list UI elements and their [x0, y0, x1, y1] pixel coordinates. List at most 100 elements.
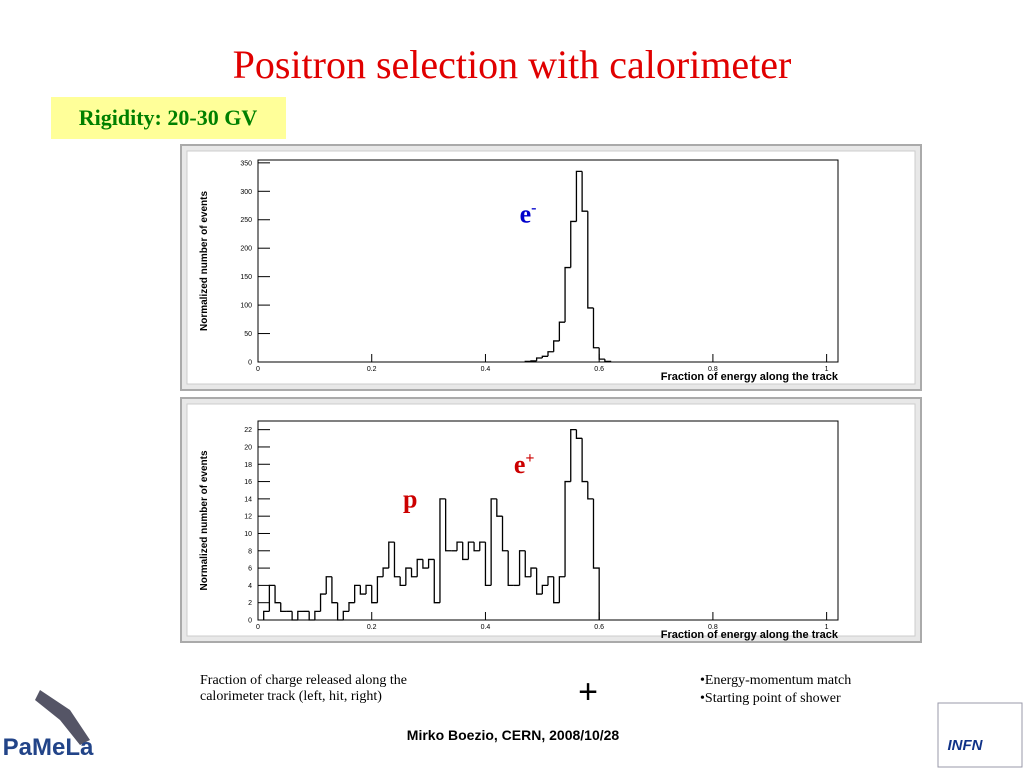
footer: Mirko Boezio, CERN, 2008/10/28 — [407, 727, 620, 743]
histogram-bin — [274, 585, 281, 604]
x-axis-label: Fraction of energy along the track — [661, 371, 839, 383]
y-axis-label: Normalized number of events — [199, 191, 210, 331]
note-left: calorimeter track (left, hit, right) — [200, 689, 382, 704]
histogram-bin — [604, 359, 612, 363]
y-tick-label: 150 — [240, 274, 252, 281]
subtitle: Rigidity: 20-30 GV — [79, 105, 258, 130]
x-tick-label: 0.4 — [481, 624, 491, 631]
y-tick-label: 16 — [244, 479, 252, 486]
infn-logo: INFN — [937, 702, 1023, 768]
histogram-bin — [507, 550, 514, 587]
annotation-sup: - — [531, 200, 536, 217]
y-tick-label: 18 — [244, 462, 252, 469]
histogram-bin — [268, 584, 276, 612]
y-tick-label: 2 — [248, 600, 252, 607]
histogram-bin — [592, 498, 600, 620]
histogram-bin — [433, 559, 440, 604]
x-tick-label: 0.8 — [708, 366, 718, 373]
histogram-bin — [547, 351, 554, 357]
histogram-bin — [524, 550, 531, 578]
annotation-sup: + — [525, 450, 534, 467]
histogram-bin — [331, 576, 338, 604]
histogram-bin — [336, 602, 344, 621]
y-tick-label: 14 — [244, 496, 252, 503]
annotation: e- — [520, 200, 537, 229]
histogram-bin — [535, 568, 543, 595]
y-tick-label: 20 — [244, 444, 252, 451]
histogram-bin — [280, 602, 287, 612]
x-tick-label: 0.2 — [367, 366, 377, 373]
y-tick-label: 0 — [248, 360, 252, 367]
histogram-panel: 0 2 4 6 8 10 12 14 16 18 20 22 0 0.2 0.4 0.6 0.8 1Fractio… — [180, 397, 922, 643]
histogram-bin — [598, 347, 605, 360]
histogram-bin — [456, 541, 463, 551]
x-tick-label: 1 — [825, 624, 829, 631]
histogram-panel: 0 50 100 150 200 250 300 350 0 0.2 0.4 0.6 0.8 1Fract… — [180, 144, 922, 391]
y-tick-label: 100 — [240, 303, 252, 310]
histogram-bin — [462, 542, 469, 561]
panel-inner — [186, 403, 916, 637]
histogram-bin — [570, 220, 577, 268]
histogram-bin — [575, 170, 583, 222]
histogram-bin — [365, 584, 372, 595]
histogram-bin — [439, 498, 446, 603]
annotation: e+ — [514, 450, 535, 479]
y-tick-label: 4 — [248, 583, 252, 590]
histogram-bin — [541, 355, 548, 359]
histogram-bin — [581, 171, 588, 212]
histogram-bin — [467, 541, 475, 560]
histogram-bin — [553, 576, 560, 604]
logo-text: PaMeLa — [3, 734, 94, 761]
y-tick-label: 10 — [244, 531, 252, 538]
logo-text: INFN — [948, 737, 984, 754]
y-tick-label: 12 — [244, 514, 252, 521]
histogram-bin — [581, 438, 588, 483]
histogram-bin — [308, 611, 315, 621]
histogram-bin — [405, 567, 412, 586]
panel-inner — [186, 150, 916, 385]
note-left: Fraction of charge released along the — [200, 673, 407, 688]
note-right: •Starting point of shower — [700, 691, 841, 706]
histogram-bin — [376, 576, 384, 603]
annotation-text: e — [514, 450, 526, 479]
x-tick-label: 1 — [825, 366, 829, 373]
histogram-bin — [570, 429, 577, 482]
histogram-bin — [575, 429, 583, 439]
plot-frame — [257, 159, 839, 363]
histogram-bin — [325, 576, 332, 595]
histogram-bin — [393, 542, 401, 578]
histogram-bin — [388, 541, 395, 569]
histogram-bin — [535, 357, 543, 361]
x-tick-label: 0.6 — [594, 624, 604, 631]
logo-box — [937, 702, 1023, 768]
histogram-bin — [558, 576, 566, 603]
histogram-bin — [496, 498, 503, 517]
y-tick-label: 0 — [248, 618, 252, 625]
histogram-bin — [530, 567, 537, 577]
slide-title: Positron selection with calorimeter — [233, 42, 792, 87]
plot-frame — [257, 420, 839, 621]
x-tick-label: 0 — [256, 366, 260, 373]
note-right: •Energy-momentum match — [700, 673, 851, 688]
x-tick-label: 0.4 — [481, 366, 491, 373]
histogram-bin — [587, 481, 594, 500]
histogram-bin — [422, 559, 429, 569]
subtitle-box — [51, 97, 286, 139]
histogram-bin — [564, 266, 571, 323]
y-tick-label: 200 — [240, 246, 252, 253]
pamela-logo: PaMeLa — [3, 690, 94, 761]
histogram-bin — [558, 321, 566, 341]
histogram-bin — [354, 584, 361, 603]
annotation-text: e — [520, 200, 532, 229]
histogram-bin — [564, 480, 571, 577]
y-axis-label: Normalized number of events — [199, 450, 210, 590]
histogram-bin — [530, 360, 537, 362]
histogram-bin — [291, 611, 298, 621]
histogram-bin — [371, 585, 378, 604]
histogram-bin — [547, 576, 554, 586]
y-tick-label: 250 — [240, 217, 252, 224]
histogram-bin — [382, 567, 389, 577]
histogram-bin — [587, 211, 594, 309]
